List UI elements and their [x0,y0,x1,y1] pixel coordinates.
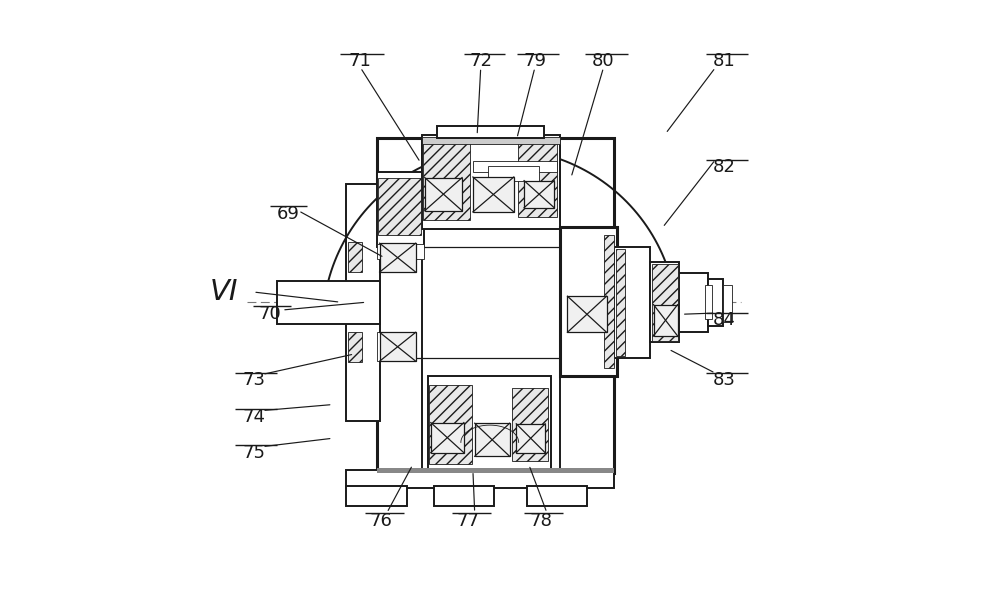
Bar [437,126,544,138]
Bar [475,423,510,456]
Text: 73: 73 [243,371,266,389]
Bar [377,332,389,361]
Bar [348,332,362,362]
Text: 75: 75 [243,444,266,462]
Bar [422,135,560,229]
Text: 71: 71 [349,52,372,70]
Text: 78: 78 [529,512,552,530]
Bar [434,486,494,506]
Bar [518,141,557,217]
Bar [614,247,650,358]
Bar [380,332,416,361]
Bar [473,161,557,172]
Text: 83: 83 [713,371,735,389]
Text: 84: 84 [713,311,735,329]
Bar [679,273,708,332]
Text: 70: 70 [259,305,281,323]
Bar [723,285,732,322]
Bar [429,385,472,464]
Bar [650,262,679,342]
Text: VI: VI [210,278,239,306]
Bar [377,138,614,473]
Text: 82: 82 [713,158,735,176]
Bar [425,178,462,211]
Text: 69: 69 [277,205,300,223]
Bar [654,305,678,336]
Text: 80: 80 [592,52,615,70]
Bar [560,227,617,376]
Bar [380,243,416,272]
Bar [422,137,560,144]
Bar [708,279,723,326]
Bar [473,177,514,212]
Text: 72: 72 [469,52,492,70]
Bar [516,424,545,453]
Text: 79: 79 [523,52,546,70]
Text: 74: 74 [243,408,266,426]
Bar [346,470,614,488]
Bar [652,264,678,341]
Bar [423,141,470,220]
Text: 77: 77 [457,512,480,530]
Bar [277,281,380,324]
Bar [567,296,607,332]
Bar [431,423,464,453]
Bar [705,285,712,319]
Bar [604,235,614,368]
Bar [377,172,424,247]
Bar [378,178,421,235]
Bar [488,166,539,181]
Bar [346,184,380,421]
Bar [428,376,551,470]
Bar [377,244,424,259]
Bar [524,181,554,208]
Bar [527,486,587,506]
Bar [346,486,407,506]
Text: 81: 81 [713,52,735,70]
Bar [348,242,362,272]
Text: 76: 76 [369,512,392,530]
Bar [616,249,625,356]
Bar [377,468,614,473]
Bar [512,388,548,461]
